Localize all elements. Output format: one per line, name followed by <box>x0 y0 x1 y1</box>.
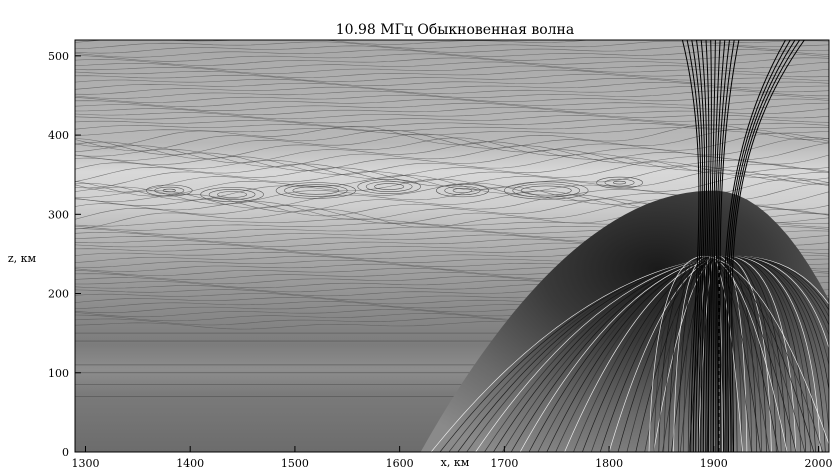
contour-line <box>75 149 829 171</box>
y-tick-label: 200 <box>48 288 69 301</box>
contour-line <box>75 69 829 78</box>
x-tick-label: 1900 <box>700 457 728 469</box>
x-tick-label: 1800 <box>595 457 623 469</box>
contour-line <box>75 141 829 164</box>
x-axis-label: x, км <box>441 456 470 469</box>
y-tick-label: 500 <box>48 50 69 63</box>
contour-line <box>75 98 829 107</box>
contour-loop <box>145 184 193 197</box>
x-tick-label: 1600 <box>386 457 414 469</box>
contour-loop <box>217 191 248 198</box>
contour-loop <box>520 185 572 196</box>
contour-line <box>75 86 829 95</box>
contour-loop <box>292 186 340 195</box>
escaping-ray <box>705 40 712 452</box>
escaping-ray <box>696 40 706 452</box>
contour-line <box>75 77 829 86</box>
contour-line <box>75 40 829 50</box>
escaping-ray <box>707 40 716 452</box>
contour-line <box>75 90 829 99</box>
contour-loop <box>596 176 643 189</box>
contour-loop <box>452 188 473 194</box>
escaping-ray <box>722 40 786 452</box>
y-tick-label: 100 <box>48 367 69 380</box>
escaping-ray <box>726 40 796 452</box>
contour-line <box>75 165 829 189</box>
escaping-ray <box>712 40 726 452</box>
escaping-ray <box>715 40 730 452</box>
y-tick-label: 0 <box>62 446 69 459</box>
x-tick-label: 1700 <box>490 457 518 469</box>
contour-line <box>75 73 829 82</box>
contour-line <box>75 145 829 168</box>
contour-line <box>75 132 829 156</box>
plot-area <box>75 40 829 452</box>
escaping-ray <box>719 40 740 452</box>
escaping-ray <box>700 40 708 452</box>
contour-loop <box>444 185 481 196</box>
x-axis: 1300 1400 1500 1600 1700 1800 1900 2000 <box>71 446 833 469</box>
contour-loop <box>200 187 264 202</box>
contour-loop <box>275 182 356 199</box>
contour-loop <box>435 183 489 198</box>
x-tick-label: 1500 <box>281 457 309 469</box>
contour-line <box>75 174 829 197</box>
escaping-ray <box>731 40 805 452</box>
x-tick-label: 1300 <box>71 457 99 469</box>
plot-frame <box>74 39 830 453</box>
contour-loop <box>357 179 421 195</box>
contour-line <box>75 137 829 160</box>
x-tick-label: 2000 <box>805 457 833 469</box>
contour-loop <box>374 183 405 190</box>
contour-loop <box>208 189 256 200</box>
contour-loop <box>512 183 581 198</box>
contour-loop <box>154 186 185 195</box>
escaping-ray <box>717 40 735 452</box>
escaping-ray <box>686 40 702 452</box>
contour-line <box>75 161 829 183</box>
contour-loop <box>162 188 176 193</box>
contour-loop <box>612 180 627 185</box>
contour-line <box>75 49 829 58</box>
escaping-ray <box>710 40 721 452</box>
contour-line <box>75 153 829 175</box>
ray-path <box>648 256 829 452</box>
ray-bundle <box>430 40 829 452</box>
y-axis-label: z, км <box>8 252 37 265</box>
contour-loop <box>284 184 348 197</box>
contour-line <box>75 45 829 54</box>
contour-line <box>75 127 829 136</box>
escaping-ray <box>724 40 791 452</box>
chart-title: 10.98 МГц Обыкновенная волна <box>336 22 575 38</box>
contour-line <box>75 40 829 45</box>
contour-line <box>75 82 829 90</box>
contour-line <box>75 157 829 179</box>
y-axis: 0 100 200 300 400 500 <box>48 50 81 459</box>
contour-loop <box>504 181 589 200</box>
contour-line <box>75 128 829 152</box>
y-tick-label: 300 <box>48 208 69 221</box>
escaping-ray <box>681 40 700 452</box>
escaping-ray <box>702 40 710 452</box>
escaping-ray <box>691 40 704 452</box>
escaping-ray <box>729 40 801 452</box>
contour-loop <box>365 181 413 192</box>
contour-loop <box>604 178 635 187</box>
contour-line <box>75 94 829 103</box>
y-tick-label: 400 <box>48 129 69 142</box>
x-tick-label: 1400 <box>176 457 204 469</box>
